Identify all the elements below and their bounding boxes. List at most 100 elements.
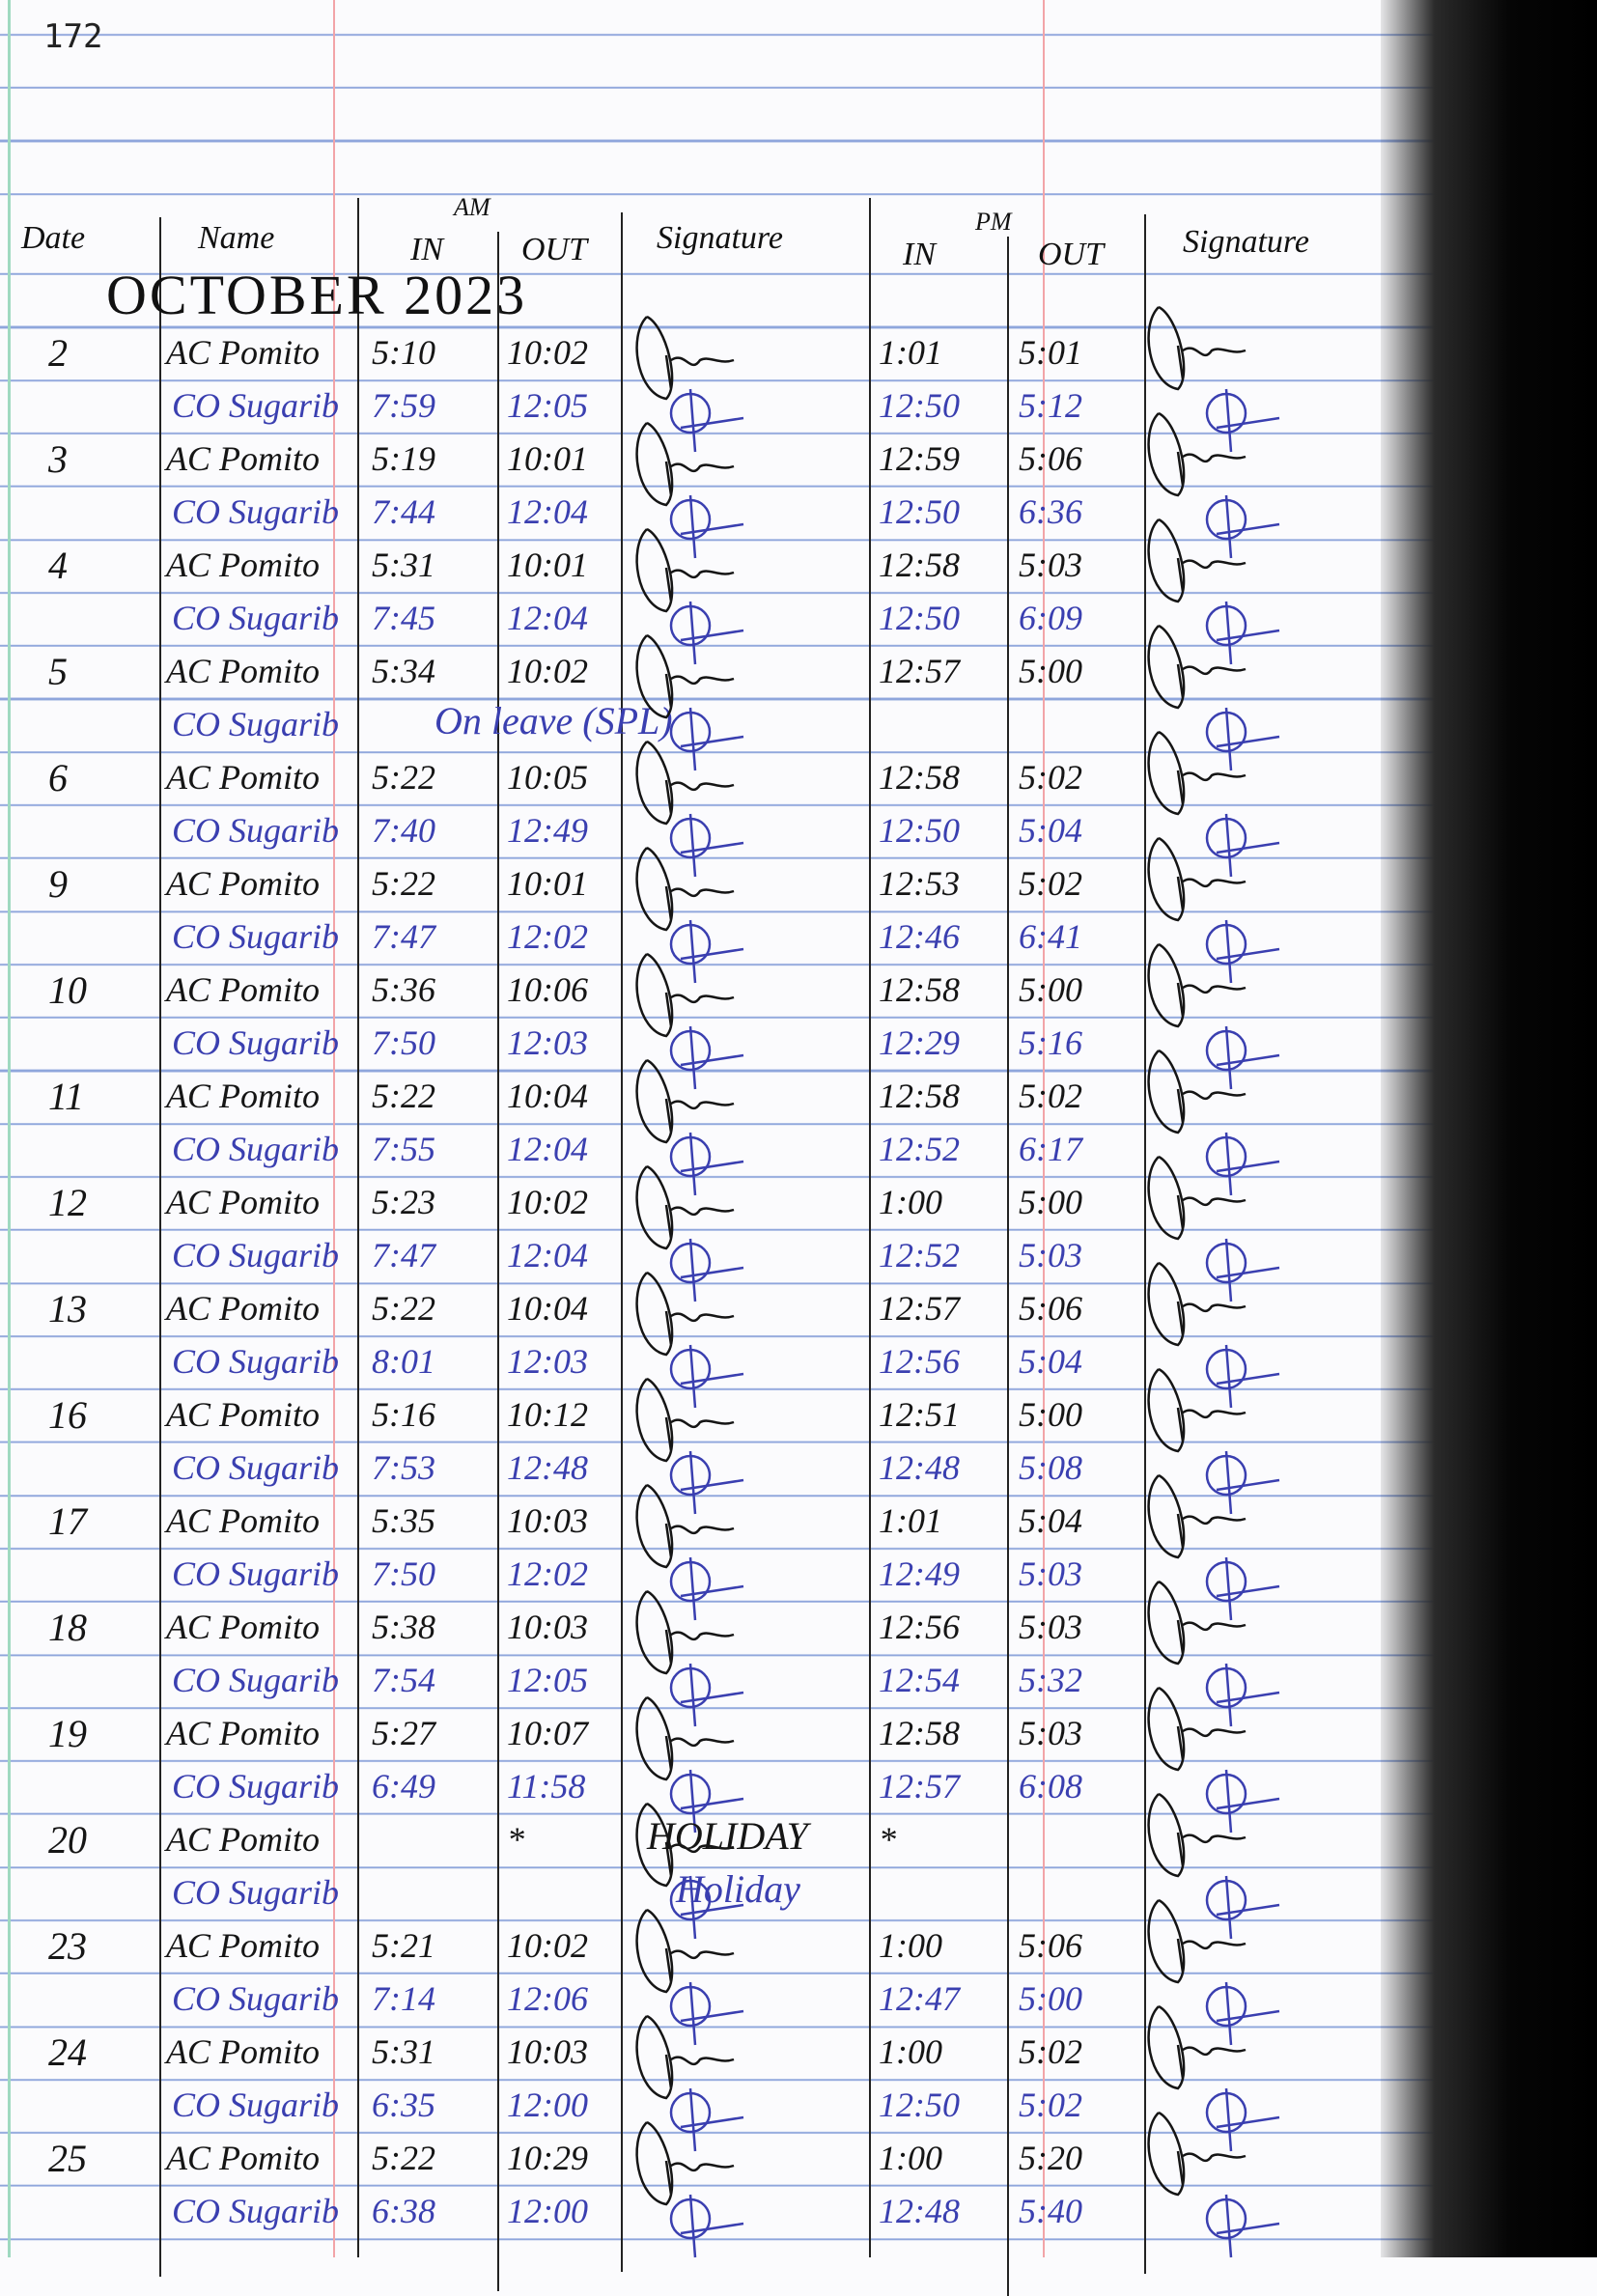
time-am-out: 12:04 <box>507 1236 588 1274</box>
time-pm-in: 1:00 <box>879 1926 942 1965</box>
time-pm-out: 5:12 <box>1019 386 1082 425</box>
employee-name: CO Sugarib <box>172 917 340 956</box>
table-row: 18 AC Pomito CO Sugarib 5:38 10:03 12:56 5:03 7… <box>0 1580 1381 1727</box>
table-row: 6 AC Pomito CO Sugarib 5:22 10:05 12:58 5:02 7:… <box>0 730 1381 878</box>
signature-scribble <box>1147 2004 1247 2090</box>
signature-scribble <box>635 952 735 1038</box>
signature-scribble <box>1205 2087 1280 2152</box>
time-am-in: 5:22 <box>372 864 435 903</box>
time-pm-in: 12:52 <box>879 1130 960 1168</box>
signature-scribble <box>1205 1025 1280 1090</box>
table-row: 17 AC Pomito CO Sugarib 5:35 10:03 1:01 5:04 7:… <box>0 1473 1381 1621</box>
signature-scribble <box>1147 1155 1247 1241</box>
signature-scribble <box>1147 1792 1247 1878</box>
employee-name: AC Pomito <box>166 1183 320 1221</box>
time-pm-in: 1:00 <box>879 2139 942 2177</box>
table-row: 24 AC Pomito CO Sugarib 5:31 10:03 1:00 5:02 6:… <box>0 2004 1381 2152</box>
time-pm-in: 12:50 <box>879 599 960 637</box>
employee-name: AC Pomito <box>166 439 320 478</box>
time-am-out: 12:06 <box>507 1979 588 2018</box>
time-pm-out: 5:20 <box>1019 2139 1082 2177</box>
row-date: 4 <box>48 544 68 587</box>
column-divider <box>357 198 359 2257</box>
time-am-out: 10:02 <box>507 333 588 372</box>
table-row: 11 AC Pomito CO Sugarib 5:22 10:04 12:58 5:02 7… <box>0 1049 1381 1196</box>
employee-name: CO Sugarib <box>172 1873 340 1912</box>
time-am-out: 10:03 <box>507 2032 588 2071</box>
time-pm-out: 5:02 <box>1019 758 1082 797</box>
signature-scribble <box>669 1769 744 1834</box>
row-date: 5 <box>48 650 68 693</box>
time-am-in: 5:31 <box>372 2032 435 2071</box>
time-am-out: 10:06 <box>507 970 588 1009</box>
time-am-in: 7:45 <box>372 599 435 637</box>
signature-scribble <box>635 1589 735 1675</box>
time-pm-out: 5:08 <box>1019 1448 1082 1487</box>
signature-scribble <box>1147 1580 1247 1666</box>
header-signature-pm: Signature <box>1183 224 1309 260</box>
time-pm-out: 5:01 <box>1019 333 1082 372</box>
time-pm-out: 5:03 <box>1019 1554 1082 1593</box>
employee-name: AC Pomito <box>166 1077 320 1115</box>
signature-scribble <box>635 740 735 826</box>
signature-scribble <box>1147 1367 1247 1453</box>
employee-name: CO Sugarib <box>172 386 340 425</box>
time-am-out: 11:58 <box>507 1767 586 1806</box>
employee-name: CO Sugarib <box>172 2086 340 2124</box>
time-am-out: 10:05 <box>507 758 588 797</box>
employee-name: CO Sugarib <box>172 1130 340 1168</box>
time-pm-out: 5:03 <box>1019 546 1082 584</box>
signature-scribble <box>669 813 744 878</box>
employee-name: AC Pomito <box>166 970 320 1009</box>
table-row: 16 AC Pomito CO Sugarib 5:16 10:12 12:51 5:00 7… <box>0 1367 1381 1515</box>
time-pm-in: 12:56 <box>879 1342 960 1381</box>
time-pm-in: 12:50 <box>879 811 960 850</box>
employee-name: AC Pomito <box>166 1926 320 1965</box>
time-pm-in: 12:57 <box>879 652 960 690</box>
signature-scribble <box>669 1132 744 1196</box>
header-am: AM <box>454 193 490 221</box>
table-row: 2 AC Pomito CO Sugarib 5:10 10:02 1:01 5:01 7:5… <box>0 305 1381 453</box>
time-pm-in: 12:53 <box>879 864 960 903</box>
employee-name: CO Sugarib <box>172 599 340 637</box>
time-pm-in: 12:57 <box>879 1767 960 1806</box>
employee-name: AC Pomito <box>166 758 320 797</box>
time-am-in: 7:53 <box>372 1448 435 1487</box>
row-date: 25 <box>48 2137 87 2180</box>
time-pm-out: 5:06 <box>1019 1926 1082 1965</box>
time-am-out: 12:49 <box>507 811 588 850</box>
signature-scribble <box>1205 1663 1280 1727</box>
signature-scribble <box>1147 1686 1247 1772</box>
time-pm-in: 12:50 <box>879 386 960 425</box>
time-pm-out: 6:41 <box>1019 917 1082 956</box>
row-date: 19 <box>48 1712 87 1755</box>
signature-scribble <box>635 315 735 401</box>
time-am-in: 5:22 <box>372 758 435 797</box>
time-pm-in: 12:58 <box>879 970 960 1009</box>
employee-name: CO Sugarib <box>172 705 340 743</box>
signature-scribble <box>1205 1344 1280 1409</box>
column-divider <box>1144 214 1146 2274</box>
signature-scribble <box>669 494 744 559</box>
signature-scribble <box>669 1875 744 1940</box>
employee-name: CO Sugarib <box>172 811 340 850</box>
header-pm-out: OUT <box>1038 237 1105 272</box>
table-row: 25 AC Pomito CO Sugarib 5:22 10:29 1:00 5:20 6:… <box>0 2111 1381 2258</box>
column-divider <box>621 212 623 2272</box>
signature-scribble <box>635 1483 735 1569</box>
time-pm-in: 12:58 <box>879 1077 960 1115</box>
time-am-in: 8:01 <box>372 1342 435 1381</box>
time-pm-in: 12:56 <box>879 1608 960 1646</box>
employee-name: AC Pomito <box>166 546 320 584</box>
row-date: 11 <box>48 1075 85 1118</box>
header-signature-am: Signature <box>657 220 783 256</box>
table-row: 4 AC Pomito CO Sugarib 5:31 10:01 12:58 5:03 7:… <box>0 518 1381 665</box>
time-pm-in: 1:00 <box>879 2032 942 2071</box>
time-am-out: 12:00 <box>507 2086 588 2124</box>
row-date: 6 <box>48 756 68 799</box>
time-pm-in: 12:46 <box>879 917 960 956</box>
row-date: 18 <box>48 1606 87 1649</box>
time-pm-out: 5:32 <box>1019 1661 1082 1699</box>
time-am-in: 5:21 <box>372 1926 435 1965</box>
time-pm-out: 5:00 <box>1019 1395 1082 1434</box>
